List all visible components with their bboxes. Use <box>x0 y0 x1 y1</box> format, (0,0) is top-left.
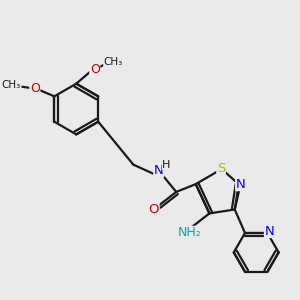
Text: N: N <box>154 164 164 177</box>
Text: S: S <box>217 162 225 175</box>
Text: O: O <box>148 203 159 216</box>
Text: CH₃: CH₃ <box>2 80 21 90</box>
Text: N: N <box>236 178 245 190</box>
Text: O: O <box>30 82 40 95</box>
Text: O: O <box>90 63 100 76</box>
Text: N: N <box>265 224 274 238</box>
Text: NH₂: NH₂ <box>178 226 202 239</box>
Text: CH₃: CH₃ <box>104 57 123 67</box>
Text: H: H <box>162 160 171 170</box>
